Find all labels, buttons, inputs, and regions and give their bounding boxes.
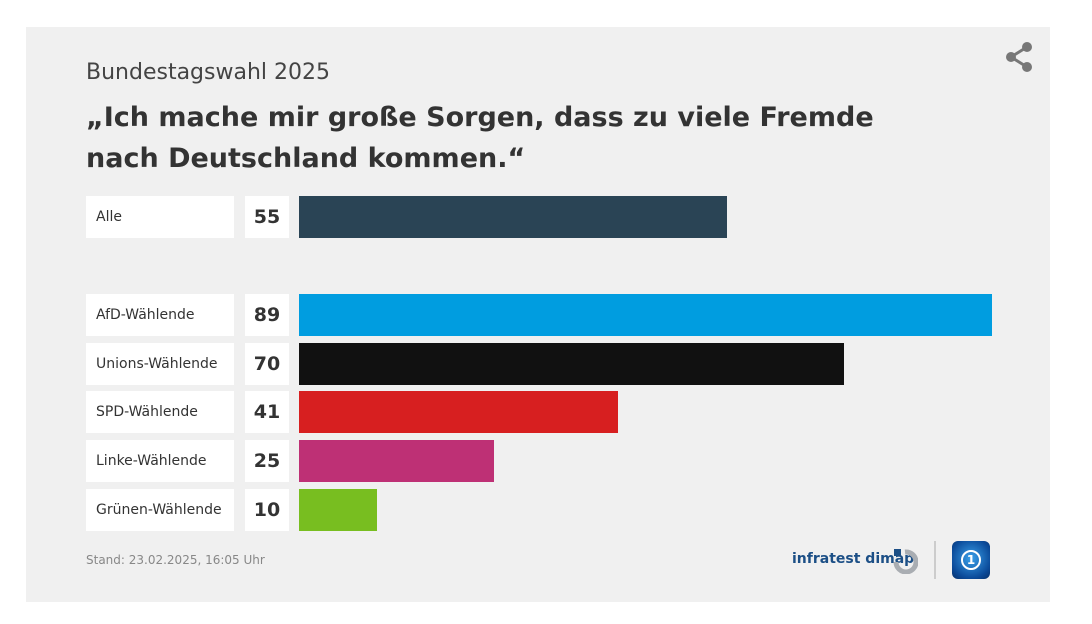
value-label: 55 [245, 196, 289, 238]
bar [299, 489, 377, 531]
bar-row: Linke-Wählende 25 [26, 440, 1050, 482]
category-label: Alle [86, 196, 234, 238]
value-label: 89 [245, 294, 289, 336]
bar-row: Unions-Wählende 70 [26, 343, 1050, 385]
value-label: 25 [245, 440, 289, 482]
category-label: Unions-Wählende [86, 343, 234, 385]
bar [299, 294, 992, 336]
category-label: SPD-Wählende [86, 391, 234, 433]
value-label: 10 [245, 489, 289, 531]
bar [299, 343, 845, 385]
bar-row: Grünen-Wählende 10 [26, 489, 1050, 531]
tagesschau-logo-icon: 1 [952, 541, 990, 579]
bar-row: SPD-Wählende 41 [26, 391, 1050, 433]
category-label: AfD-Wählende [86, 294, 234, 336]
logo-divider [934, 541, 936, 579]
chart-title: „Ich mache mir große Sorgen, dass zu vie… [86, 102, 874, 174]
bar [299, 391, 619, 433]
share-icon[interactable] [1003, 41, 1035, 73]
infratest-logo-icon [893, 549, 918, 574]
category-label: Grünen-Wählende [86, 489, 234, 531]
bar [299, 196, 728, 238]
bar-row: AfD-Wählende 89 [26, 294, 1050, 336]
value-label: 41 [245, 391, 289, 433]
category-label: Linke-Wählende [86, 440, 234, 482]
chart-subtitle: Bundestagswahl 2025 [86, 60, 330, 85]
value-label: 70 [245, 343, 289, 385]
bar-row: Alle 55 [26, 196, 1050, 238]
chart-card: Bundestagswahl 2025 „Ich mache mir große… [26, 27, 1050, 602]
bar [299, 440, 494, 482]
timestamp: Stand: 23.02.2025, 16:05 Uhr [86, 553, 265, 567]
source-logo-text: infratest dimap [792, 551, 915, 567]
